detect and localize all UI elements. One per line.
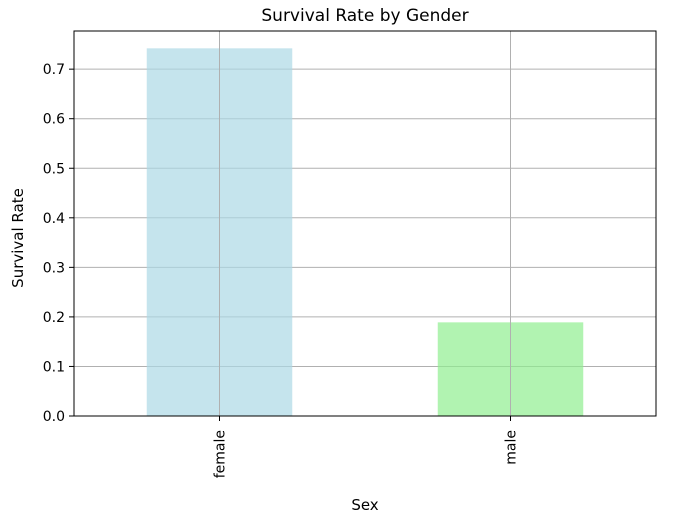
x-tick-label: male [504,430,520,465]
y-axis: 0.0 0.1 0.2 0.3 0.4 0.5 0.6 0.7 [43,62,74,425]
y-tick-label: 0.7 [43,62,65,78]
y-tick-label: 0.6 [43,112,65,128]
plot-frame [73,30,657,417]
y-tick-label: 0.1 [43,359,65,375]
x-axis: female male [213,416,520,478]
y-tick-label: 0.0 [43,409,65,425]
x-tick-label: female [213,430,229,478]
y-tick-label: 0.3 [43,260,65,276]
y-tick-label: 0.4 [43,211,65,227]
y-tick-label: 0.2 [43,310,65,326]
y-axis-label: Survival Rate [9,188,27,288]
y-tick-label: 0.5 [43,161,65,177]
x-grid-layer [219,31,511,416]
chart-title: Survival Rate by Gender [261,6,468,26]
x-axis-label: Sex [351,496,378,514]
